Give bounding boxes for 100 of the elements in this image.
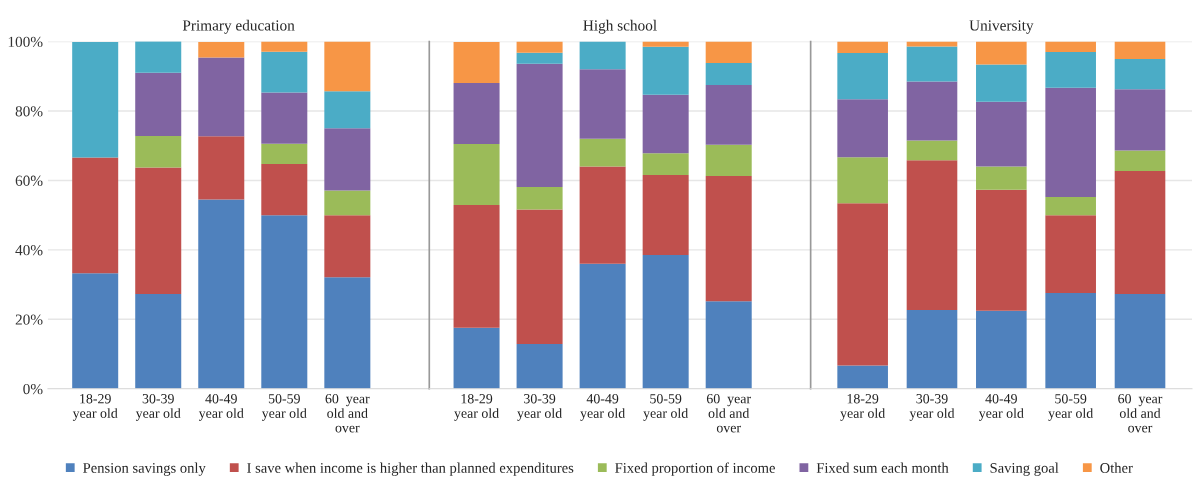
bar — [135, 41, 182, 73]
bar — [261, 41, 308, 52]
bar — [324, 277, 371, 389]
bar — [453, 41, 500, 83]
x-tick-label: 50-59 year old — [643, 394, 689, 421]
x-tick-label: 50-59 year old — [261, 394, 307, 421]
bar — [453, 327, 500, 389]
x-tick-label: 18-29 year old — [454, 394, 499, 421]
bar — [642, 255, 689, 389]
legend-label: Saving goal — [990, 462, 1059, 476]
bar — [135, 293, 182, 389]
bar — [1045, 292, 1096, 389]
bar — [1045, 51, 1096, 88]
bar — [705, 41, 752, 64]
bar — [705, 144, 752, 176]
bar — [261, 51, 308, 93]
y-tick-label: 60% — [15, 175, 43, 186]
x-tick-label: 30-39 year old — [517, 394, 562, 421]
x-tick-label: 60 year old and over — [1118, 393, 1163, 433]
bar — [516, 187, 563, 210]
x-tick-label: 18-29 year old — [72, 394, 118, 421]
y-tick-label: 80% — [15, 106, 43, 117]
bar — [516, 63, 563, 188]
legend-label: Fixed sum each month — [816, 462, 949, 473]
bar — [976, 310, 1027, 389]
bar — [261, 143, 308, 165]
bar — [324, 91, 371, 129]
bar — [837, 53, 888, 100]
bar — [1114, 171, 1166, 294]
bar — [642, 41, 689, 47]
bar — [976, 41, 1027, 65]
bar — [1045, 197, 1096, 216]
bar — [579, 166, 626, 264]
x-tick-label: 60 year old and over — [706, 393, 751, 433]
bar — [642, 153, 689, 175]
legend-label: Other — [1100, 462, 1133, 473]
bar — [837, 157, 888, 204]
bar — [453, 205, 500, 328]
bar — [579, 69, 626, 139]
bar — [579, 41, 626, 70]
bar — [837, 99, 888, 158]
legend-label: I save when income is higher than planned expenditures — [247, 462, 574, 476]
x-tick-label: 60 year old and over — [325, 393, 370, 433]
bar — [1045, 87, 1096, 198]
bar — [1114, 58, 1166, 90]
legend-label: Pension savings only — [83, 462, 206, 476]
bar — [324, 190, 371, 216]
bar — [579, 263, 626, 389]
bar — [261, 92, 308, 144]
bar — [198, 41, 245, 58]
bar — [135, 136, 182, 168]
legend-label: Fixed proportion of income — [615, 462, 775, 476]
chart-title: University — [969, 20, 1034, 34]
bar — [516, 343, 563, 389]
y-tick-label: 40% — [15, 245, 43, 256]
bar — [261, 215, 308, 389]
bar — [198, 57, 245, 137]
bar — [837, 41, 888, 54]
x-tick-label: 50-59 year old — [1048, 394, 1094, 421]
x-tick-label: 40-49 year old — [580, 394, 626, 421]
bar — [976, 64, 1027, 102]
bar — [642, 94, 689, 154]
bar — [1045, 215, 1096, 293]
y-tick-label: 100% — [8, 36, 43, 48]
bar — [135, 167, 182, 294]
bar — [1114, 293, 1166, 389]
bar — [906, 160, 958, 310]
bar — [837, 365, 888, 389]
bar — [906, 81, 958, 141]
bar — [72, 41, 119, 158]
bar — [976, 166, 1027, 190]
bar — [72, 157, 119, 274]
bar — [1045, 41, 1096, 52]
bar — [324, 41, 371, 92]
bar — [324, 128, 371, 191]
bar — [642, 46, 689, 95]
bar — [516, 52, 563, 64]
y-tick-label: 20% — [15, 314, 43, 325]
bar — [135, 72, 182, 136]
bar — [453, 143, 500, 206]
bar — [261, 164, 308, 216]
bar — [976, 189, 1027, 311]
bar — [198, 136, 245, 200]
chart-title: Primary education — [182, 19, 295, 34]
y-tick-label: 0% — [23, 383, 43, 395]
bar — [906, 46, 958, 82]
bar — [976, 101, 1027, 167]
chart-title: High school — [583, 19, 657, 34]
bar — [453, 82, 500, 144]
bar — [705, 175, 752, 302]
bar — [1114, 89, 1166, 151]
bar — [324, 215, 371, 278]
bar — [198, 199, 245, 389]
bar — [516, 41, 563, 53]
x-tick-label: 40-49 year old — [978, 394, 1024, 421]
x-tick-label: 30-39 year old — [135, 394, 181, 421]
bar — [516, 209, 563, 344]
bar — [906, 309, 958, 389]
bar — [1114, 41, 1166, 59]
bar — [579, 138, 626, 167]
